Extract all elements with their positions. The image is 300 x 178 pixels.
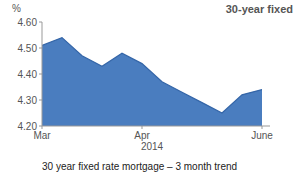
y-tick-label: 4.30	[18, 95, 38, 106]
area	[42, 38, 262, 126]
plot-area	[42, 38, 262, 126]
title: 30-year fixed	[226, 3, 293, 15]
x-tick-label: Apr	[134, 130, 150, 141]
x-tick-label: Mar	[33, 130, 51, 141]
y-axis-label: %	[12, 3, 21, 14]
x-axis-label: 2014	[141, 141, 164, 152]
caption: 30 year fixed rate mortgage – 3 month tr…	[42, 161, 237, 172]
x-tick-label: June	[251, 130, 273, 141]
x-tick	[42, 126, 43, 129]
x-tick	[262, 126, 263, 129]
y-tick-label: 4.40	[18, 69, 38, 80]
chart: 30-year fixed%4.204.304.404.504.60MarApr…	[0, 0, 300, 178]
y-tick-label: 4.50	[18, 43, 38, 54]
x-tick	[142, 126, 143, 129]
x-axis	[42, 126, 270, 127]
y-axis	[42, 22, 43, 126]
area-line	[42, 38, 262, 113]
y-tick-label: 4.60	[18, 17, 38, 28]
